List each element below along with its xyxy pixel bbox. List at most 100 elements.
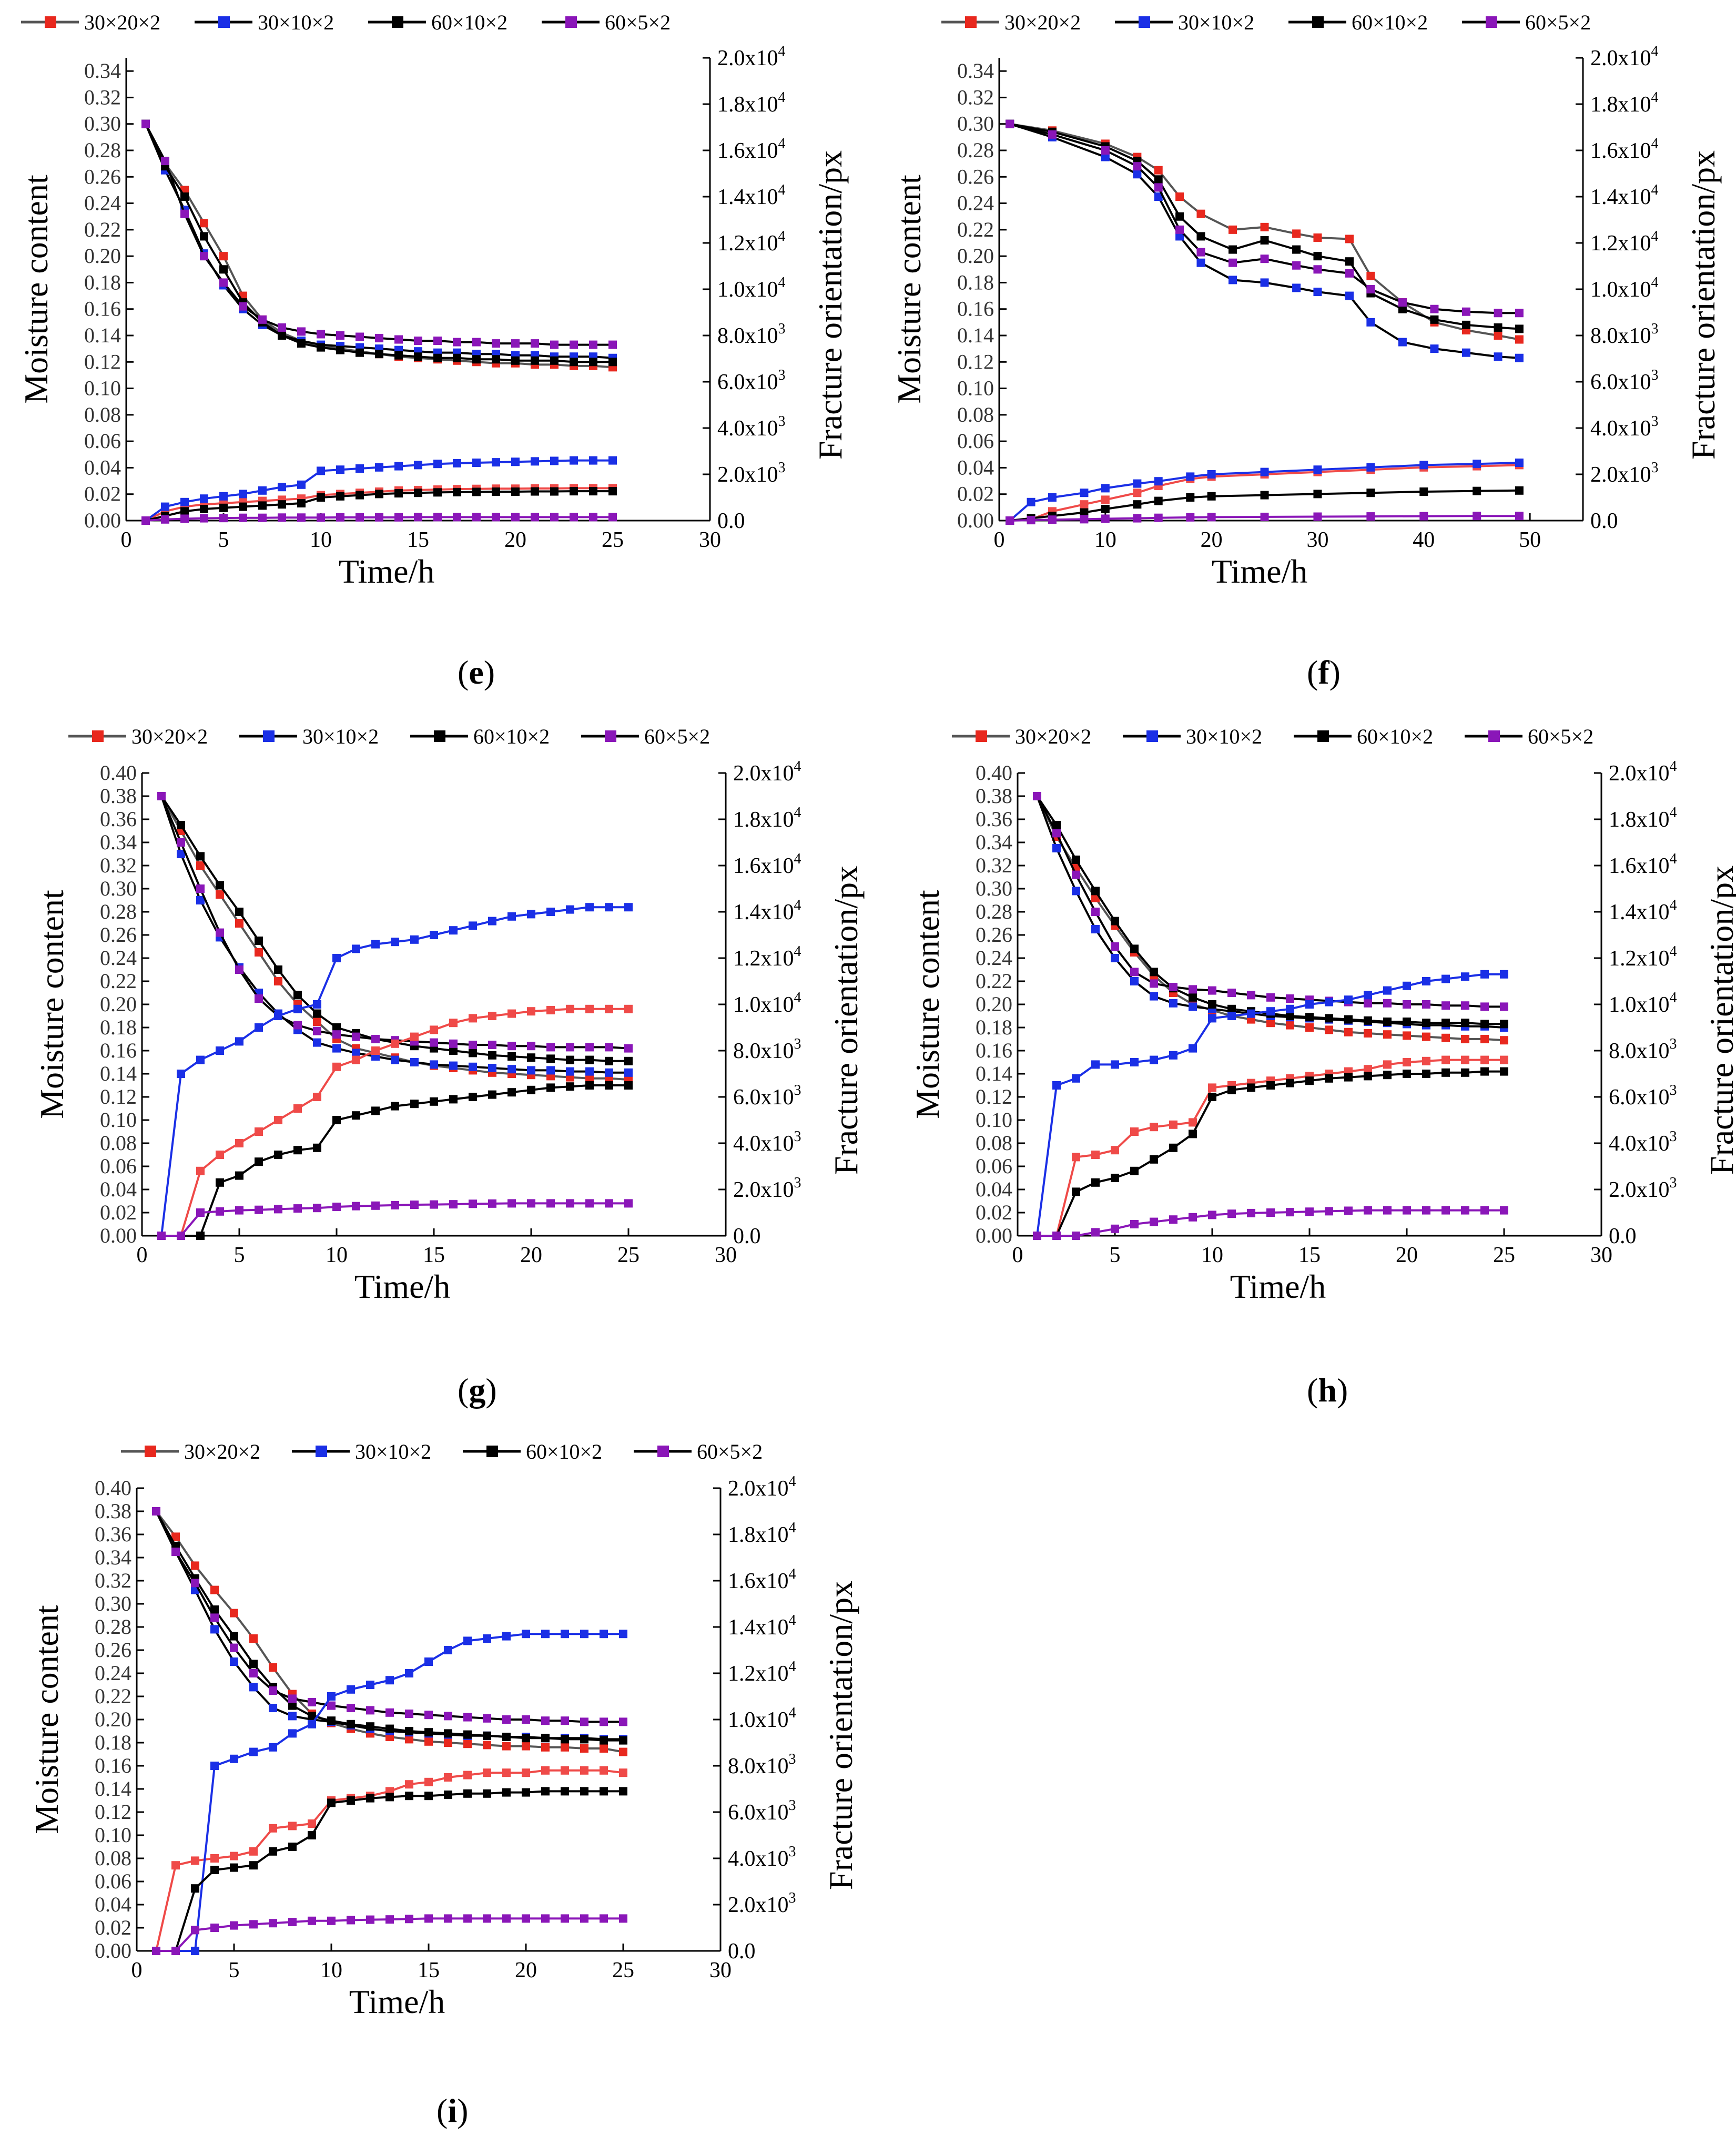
data-point bbox=[313, 1018, 321, 1026]
data-point bbox=[219, 252, 228, 261]
data-point bbox=[200, 514, 208, 523]
y2-tick-label: 2.0x103 bbox=[1609, 1175, 1677, 1202]
y2-tick-label: 2.0x103 bbox=[728, 1890, 796, 1917]
data-point bbox=[1515, 459, 1524, 467]
y-tick-label: 0.04 bbox=[95, 1893, 131, 1916]
data-point bbox=[157, 1232, 166, 1240]
x-axis-label: Time/h bbox=[339, 553, 435, 590]
y-axis-label: Moisture content bbox=[33, 890, 70, 1119]
data-point bbox=[488, 1041, 496, 1049]
y2-tick-label: 1.6x104 bbox=[1590, 136, 1659, 163]
data-point bbox=[570, 487, 578, 496]
data-point bbox=[546, 1054, 555, 1063]
x-tick-label: 30 bbox=[1306, 528, 1328, 552]
data-point bbox=[624, 1081, 633, 1090]
data-point bbox=[371, 1035, 380, 1043]
data-point bbox=[297, 327, 306, 336]
y2-tick-label: 1.6x104 bbox=[717, 136, 786, 163]
legend: 30×20×2 30×10×2 60×10×2 60×5×2 bbox=[21, 11, 671, 34]
data-point bbox=[1286, 1208, 1294, 1217]
chart-i: 30×20×2 30×10×2 60×10×2 60×5×20.000.020.040… bbox=[28, 1440, 859, 2129]
data-point bbox=[570, 340, 578, 349]
data-point bbox=[444, 1646, 452, 1654]
y-tick-label: 0.24 bbox=[976, 946, 1012, 970]
data-point bbox=[1169, 1215, 1177, 1224]
data-point bbox=[269, 1919, 277, 1928]
data-point bbox=[288, 1843, 297, 1851]
legend-marker bbox=[565, 16, 577, 28]
y2-tick-label: 6.0x103 bbox=[1609, 1082, 1677, 1110]
data-point bbox=[1325, 1025, 1333, 1034]
data-point bbox=[561, 1743, 569, 1752]
data-point bbox=[210, 1613, 219, 1622]
data-point bbox=[177, 1232, 185, 1240]
legend-marker bbox=[605, 730, 616, 742]
y-tick-label: 0.32 bbox=[976, 853, 1012, 877]
data-point bbox=[385, 1915, 394, 1924]
series-fracture-2 bbox=[157, 1081, 633, 1240]
data-point bbox=[313, 1038, 321, 1047]
data-point bbox=[546, 908, 555, 916]
data-point bbox=[274, 1012, 282, 1020]
y-tick-label: 0.00 bbox=[84, 508, 121, 532]
data-point bbox=[293, 991, 302, 1000]
data-point bbox=[1419, 487, 1428, 496]
data-point bbox=[1462, 307, 1470, 316]
data-point bbox=[472, 459, 481, 467]
data-point bbox=[230, 1921, 238, 1930]
data-point bbox=[269, 1743, 277, 1752]
data-point bbox=[1260, 512, 1269, 521]
data-point bbox=[391, 1102, 399, 1111]
y-tick-label: 0.10 bbox=[84, 377, 121, 400]
y2-tick-label: 4.0x103 bbox=[733, 1128, 801, 1156]
x-tick-label: 15 bbox=[1298, 1243, 1321, 1267]
data-point bbox=[1515, 309, 1524, 318]
data-point bbox=[527, 1199, 535, 1208]
data-point bbox=[230, 1852, 238, 1860]
data-point bbox=[1366, 271, 1375, 280]
data-point bbox=[1130, 944, 1139, 953]
y2-tick-label: 6.0x103 bbox=[733, 1082, 801, 1110]
data-point bbox=[585, 1055, 594, 1064]
data-point bbox=[433, 337, 442, 345]
data-point bbox=[1175, 232, 1184, 241]
data-point bbox=[1366, 285, 1375, 293]
data-point bbox=[239, 513, 247, 522]
data-point bbox=[278, 483, 286, 492]
data-point bbox=[1266, 1208, 1275, 1217]
y2-tick-label: 1.4x104 bbox=[733, 897, 801, 924]
data-point bbox=[1344, 1028, 1353, 1036]
data-point bbox=[235, 919, 243, 928]
legend-marker bbox=[965, 16, 977, 28]
series-line bbox=[155, 1511, 623, 1742]
data-point bbox=[1286, 1021, 1294, 1030]
data-point bbox=[200, 232, 208, 241]
data-point bbox=[293, 1146, 302, 1155]
data-point bbox=[1441, 1068, 1450, 1077]
data-point bbox=[1398, 338, 1407, 347]
data-point bbox=[483, 1634, 491, 1643]
data-point bbox=[1186, 472, 1195, 481]
data-point bbox=[444, 1773, 452, 1782]
chart-g: 30×20×2 30×10×2 60×10×2 60×5×20.000.020.040… bbox=[33, 725, 865, 1409]
data-point bbox=[1325, 1014, 1333, 1023]
data-point bbox=[449, 1061, 458, 1070]
data-point bbox=[1229, 245, 1237, 254]
data-point bbox=[313, 1093, 321, 1101]
data-point bbox=[430, 1060, 438, 1069]
data-point bbox=[424, 1657, 433, 1666]
legend-label: 60×10×2 bbox=[526, 1440, 602, 1463]
data-point bbox=[580, 1744, 588, 1753]
data-point bbox=[624, 1056, 633, 1065]
legend-label: 60×10×2 bbox=[1357, 725, 1433, 748]
y-tick-label: 0.24 bbox=[95, 1661, 131, 1685]
y2-tick-label: 1.2x104 bbox=[733, 943, 801, 971]
data-point bbox=[1227, 1085, 1236, 1094]
data-point bbox=[424, 1914, 433, 1923]
x-tick-label: 25 bbox=[612, 1958, 634, 1982]
data-point bbox=[511, 457, 520, 466]
data-point bbox=[239, 490, 247, 499]
y-tick-label: 0.10 bbox=[976, 1108, 1012, 1132]
y-tick-label: 0.36 bbox=[976, 807, 1012, 831]
